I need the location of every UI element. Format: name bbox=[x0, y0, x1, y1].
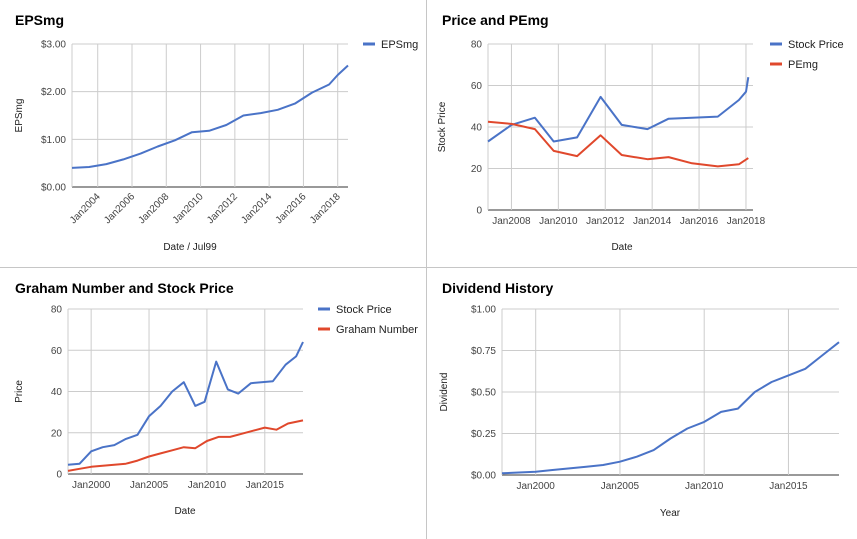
series-line-series-1 bbox=[501, 341, 840, 475]
y-tick-label: 20 bbox=[471, 164, 483, 175]
x-tick-label: Jan2014 bbox=[239, 191, 274, 226]
x-axis-title: Date bbox=[174, 506, 196, 517]
legend-label: EPSmg bbox=[381, 39, 418, 51]
y-tick-label: 0 bbox=[56, 470, 62, 481]
series-line-pemg bbox=[487, 120, 749, 168]
y-tick-label: 60 bbox=[471, 81, 483, 92]
x-tick-label: Jan2012 bbox=[586, 216, 625, 227]
y-axis-title: Dividend bbox=[439, 373, 450, 412]
y-tick-label: $2.00 bbox=[41, 87, 66, 98]
x-tick-label: Jan2016 bbox=[680, 216, 719, 227]
y-tick-label: $0.50 bbox=[471, 388, 496, 399]
legend-label: Stock Price bbox=[336, 304, 392, 316]
legend-label: Graham Number bbox=[336, 324, 418, 336]
chart-title: Price and PEmg bbox=[442, 12, 549, 28]
x-axis-title: Date / Jul99 bbox=[163, 242, 217, 253]
x-tick-label: Jan2015 bbox=[769, 481, 808, 492]
y-tick-label: 60 bbox=[51, 346, 63, 357]
y-tick-label: $0.75 bbox=[471, 346, 496, 357]
x-tick-label: Jan2004 bbox=[68, 191, 103, 226]
graham-number-chart: Graham Number and Stock Price 0 20 40 60 80 Ja… bbox=[14, 280, 418, 517]
chart-title: Graham Number and Stock Price bbox=[15, 280, 234, 296]
y-axis-title: Stock Price bbox=[437, 101, 448, 152]
chart-title: EPSmg bbox=[15, 12, 64, 28]
x-tick-label: Jan2014 bbox=[633, 216, 672, 227]
y-tick-label: 80 bbox=[471, 40, 483, 51]
y-tick-label: $0.00 bbox=[41, 183, 66, 194]
y-tick-label: 0 bbox=[476, 206, 482, 217]
series-line-stock-price bbox=[67, 341, 304, 466]
legend-label: Stock Price bbox=[788, 39, 844, 51]
y-tick-label: $0.25 bbox=[471, 429, 496, 440]
dividend-history-chart: Dividend History $0.00 $0.25 $0.50 $0.75 $1.0… bbox=[439, 280, 840, 519]
x-tick-label: Jan2000 bbox=[72, 480, 111, 491]
price-pemg-chart-panel: Price and PEmg 0 20 40 60 80 Jan2008 Jan2010 Jan… bbox=[427, 0, 857, 268]
x-tick-label: Jan2005 bbox=[601, 481, 640, 492]
price-pemg-chart: Price and PEmg 0 20 40 60 80 Jan2008 Jan2010 Jan… bbox=[437, 12, 844, 253]
x-tick-label: Jan2010 bbox=[188, 480, 227, 491]
x-tick-label: Jan2010 bbox=[171, 191, 206, 226]
x-tick-label: Jan2008 bbox=[492, 216, 531, 227]
x-tick-label: Jan2010 bbox=[539, 216, 578, 227]
x-tick-label: Jan2010 bbox=[685, 481, 724, 492]
x-tick-label: Jan2016 bbox=[274, 191, 309, 226]
x-tick-label: Jan2006 bbox=[102, 191, 137, 226]
dividend-history-chart-panel: Dividend History $0.00 $0.25 $0.50 $0.75 $1.0… bbox=[427, 268, 857, 539]
x-tick-label: Jan2005 bbox=[130, 480, 169, 491]
x-tick-label: Jan2015 bbox=[246, 480, 285, 491]
series-line-stock-price bbox=[487, 77, 750, 143]
x-tick-label: Jan2012 bbox=[205, 191, 240, 226]
y-tick-label: 40 bbox=[51, 387, 63, 398]
y-tick-label: $1.00 bbox=[41, 135, 66, 146]
y-tick-label: 40 bbox=[471, 123, 483, 134]
y-axis-title: Price bbox=[14, 380, 25, 403]
y-axis-title: EPSmg bbox=[14, 99, 25, 133]
chart-title: Dividend History bbox=[442, 280, 553, 296]
x-tick-label: Jan2018 bbox=[727, 216, 766, 227]
y-tick-label: $0.00 bbox=[471, 471, 496, 482]
y-tick-label: 20 bbox=[51, 428, 63, 439]
graham-number-chart-panel: Graham Number and Stock Price 0 20 40 60 80 Ja… bbox=[0, 268, 427, 539]
x-axis-title: Date bbox=[611, 242, 633, 253]
series-line-graham-number bbox=[67, 419, 304, 472]
x-tick-label: Jan2008 bbox=[136, 191, 171, 226]
legend-label: PEmg bbox=[788, 59, 818, 71]
y-tick-label: $3.00 bbox=[41, 40, 66, 51]
x-tick-label: Jan2000 bbox=[517, 481, 556, 492]
y-tick-label: $1.00 bbox=[471, 305, 496, 316]
x-tick-label: Jan2018 bbox=[308, 191, 343, 226]
series-line-epsmg bbox=[71, 64, 349, 169]
epsmg-chart-panel: EPSmg $0.00 $1.00 $2.00 $3.00 Jan2004 Jan2006 J… bbox=[0, 0, 427, 268]
y-tick-label: 80 bbox=[51, 305, 63, 316]
x-axis-title: Year bbox=[660, 508, 681, 519]
